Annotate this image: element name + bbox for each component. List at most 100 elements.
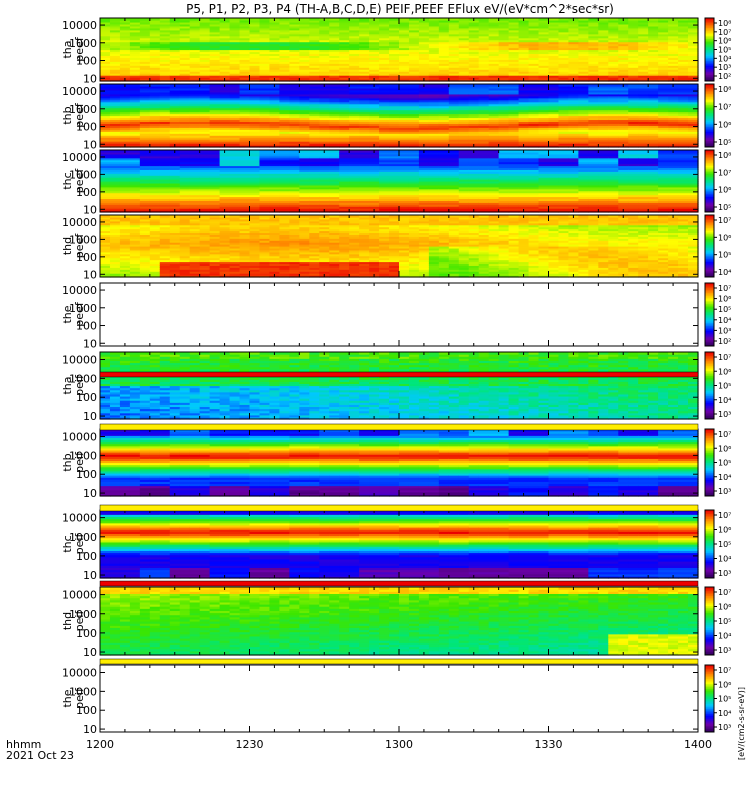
heatmap-cell (438, 69, 450, 72)
heatmap-cell (289, 29, 300, 33)
heatmap-cell (339, 25, 350, 29)
heatmap-cell (339, 53, 350, 57)
heatmap-cell (129, 35, 141, 39)
heatmap-cell (349, 51, 360, 55)
heatmap-cell (209, 69, 221, 72)
heatmap-cell (468, 25, 480, 29)
heatmap-cell (159, 61, 171, 64)
heatmap-cell (478, 29, 490, 33)
heatmap-cell (179, 21, 191, 25)
heatmap-cell (498, 29, 510, 33)
heatmap-cell (159, 33, 171, 37)
heatmap-cell (359, 37, 370, 41)
heatmap-cell (229, 43, 241, 47)
heatmap-cell (259, 18, 271, 21)
heatmap-cell (488, 21, 500, 25)
heatmap-cell (179, 47, 191, 51)
heatmap-cell (448, 59, 460, 62)
heatmap-cell (149, 71, 161, 74)
heatmap-cell (119, 71, 131, 74)
heatmap-cell (488, 65, 500, 68)
heatmap-cell (488, 77, 500, 80)
heatmap-cell (259, 39, 271, 43)
heatmap-cell (279, 27, 290, 31)
heatmap-cell (159, 73, 171, 76)
heatmap-cell (339, 71, 350, 74)
heatmap-cell (100, 29, 111, 33)
heatmap-cell (109, 45, 121, 49)
heatmap-cell (269, 57, 280, 60)
heatmap-cell (498, 21, 510, 25)
heatmap-cell (379, 45, 390, 49)
heatmap-cell (488, 47, 500, 51)
heatmap-cell (100, 37, 111, 41)
heatmap-cell (289, 53, 300, 57)
heatmap-cell (488, 39, 500, 43)
heatmap-cell (139, 59, 151, 62)
heatmap-cell (309, 18, 320, 21)
heatmap-cell (109, 21, 121, 25)
heatmap-cell (448, 79, 460, 82)
heatmap-cell (339, 29, 350, 33)
heatmap-cell (359, 67, 370, 70)
heatmap-cell (438, 18, 450, 21)
heatmap-cell (189, 77, 201, 80)
heatmap-cell (259, 53, 271, 57)
heatmap-cell (279, 59, 290, 62)
heatmap-cell (478, 47, 490, 51)
heatmap-cell (259, 67, 271, 70)
heatmap-cell (209, 75, 221, 78)
heatmap-cell (289, 55, 300, 58)
heatmap-cell (309, 45, 320, 49)
heatmap-cell (289, 75, 300, 78)
heatmap-cell (399, 49, 410, 53)
heatmap-cell (269, 61, 280, 64)
heatmap-cell (399, 35, 410, 39)
heatmap-cell (229, 21, 241, 25)
heatmap-cell (349, 69, 360, 72)
heatmap-cell (289, 21, 300, 25)
heatmap-cell (259, 21, 271, 25)
heatmap-cell (249, 49, 261, 53)
heatmap-cell (259, 41, 271, 45)
colorbar-tick-label: 10⁸ (718, 85, 731, 94)
heatmap-cell (369, 57, 380, 60)
heatmap-cell (119, 41, 131, 45)
heatmap-cell (319, 25, 330, 29)
heatmap-cell (488, 71, 500, 74)
heatmap-cell (189, 51, 201, 55)
heatmap-cell (418, 27, 430, 31)
heatmap-cell (408, 73, 420, 76)
heatmap-cell (399, 45, 410, 49)
heatmap-cell (139, 65, 151, 68)
heatmap-cell (369, 43, 380, 47)
heatmap-cell (299, 35, 310, 39)
heatmap-cell (518, 41, 530, 45)
heatmap-cell (488, 25, 500, 29)
heatmap-cell (219, 31, 231, 35)
heatmap-cell (199, 59, 211, 62)
heatmap-cell (169, 31, 181, 35)
heatmap-cell (438, 79, 450, 82)
heatmap-cell (289, 49, 300, 53)
heatmap-cell (219, 59, 231, 62)
heatmap-cell (379, 75, 390, 78)
heatmap-cell (209, 51, 221, 55)
heatmap-cell (259, 59, 271, 62)
heatmap-cell (448, 21, 460, 25)
heatmap-cell (349, 31, 360, 35)
heatmap-cell (219, 37, 231, 41)
heatmap-cell (299, 77, 310, 80)
heatmap-cell (508, 61, 520, 64)
heatmap-cell (219, 75, 231, 78)
heatmap-cell (279, 79, 290, 82)
heatmap-cell (438, 51, 450, 55)
heatmap-cell (339, 39, 350, 43)
heatmap-cell (309, 23, 320, 27)
heatmap-cell (428, 73, 440, 76)
heatmap-cell (319, 27, 330, 31)
heatmap-cell (428, 59, 440, 62)
heatmap-cell (149, 23, 161, 27)
heatmap-cell (428, 23, 440, 27)
heatmap-cell (448, 49, 460, 53)
